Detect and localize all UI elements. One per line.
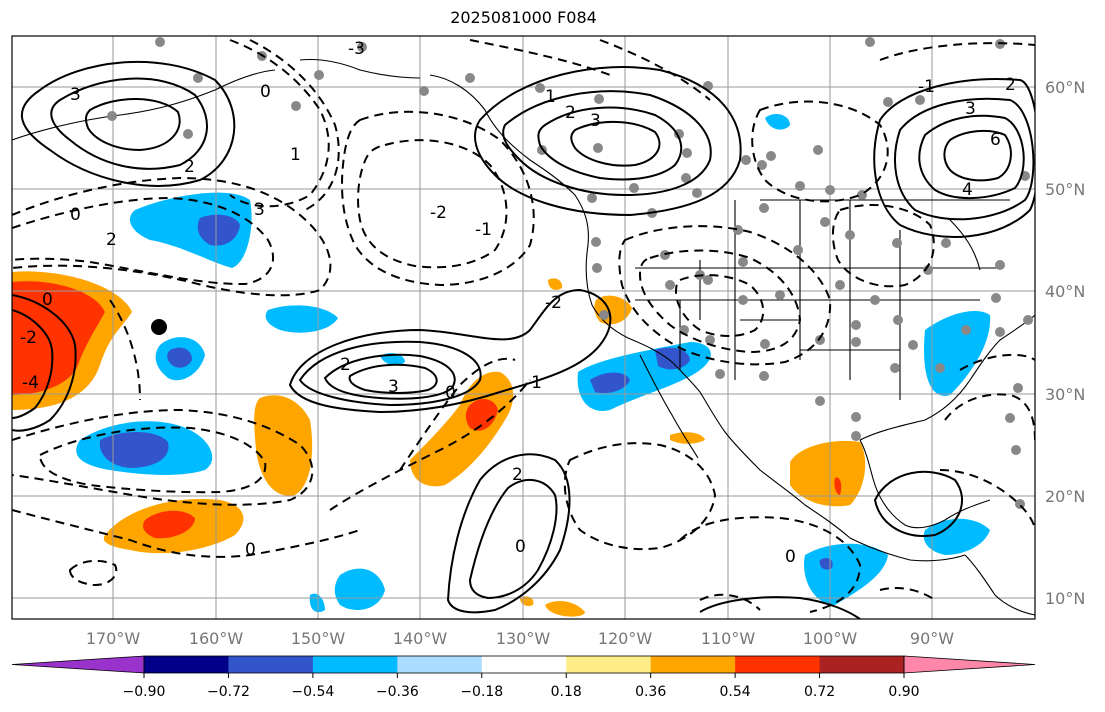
contour-label: -1 <box>525 373 542 393</box>
contour-label: 0 <box>785 547 796 567</box>
station-dots <box>107 37 1033 509</box>
colorbar-tick-label: 0.18 <box>551 684 582 700</box>
contour-labels: 3 2 0 1 3 2 0 -3 -2 -1 2 3 1 6 4 3 2 -1 … <box>20 39 1016 567</box>
contour-label: -2 <box>545 293 562 313</box>
colorbar-extend-low <box>11 655 145 674</box>
contour-label: 0 <box>515 537 526 557</box>
colorbar-segment <box>819 656 905 673</box>
lat-tick-label: 30°N <box>1045 385 1085 404</box>
colorbar-segment <box>312 656 398 673</box>
solid-contours <box>12 60 1035 619</box>
contour-label: 2 <box>340 355 351 375</box>
contour-label: 6 <box>990 130 1001 150</box>
contour-label: 3 <box>965 99 976 119</box>
longitude-axis: 170°W 160°W 150°W 140°W 130°W 120°W 110°… <box>86 629 954 648</box>
colorbar-segment <box>397 656 483 673</box>
contour-label: 0 <box>70 205 81 225</box>
dashed-contours <box>12 39 1035 613</box>
lat-tick-label: 40°N <box>1045 282 1085 301</box>
colorbar-segment <box>735 656 821 673</box>
colorbar-extend-high <box>903 655 1036 674</box>
colorbar-segment <box>481 656 567 673</box>
contour-label: 1 <box>290 145 301 165</box>
contour-label: 0 <box>445 383 456 403</box>
colorbar: −0.90 −0.72 −0.54 −0.36 −0.18 0.18 0.36 0.54 0.7… <box>11 655 1036 700</box>
lon-tick-label: 120°W <box>598 629 653 648</box>
lon-tick-label: 140°W <box>393 629 448 648</box>
latitude-axis: 60°N 50°N 40°N 30°N 20°N 10°N <box>1045 78 1085 608</box>
contour-label: -1 <box>475 220 492 240</box>
contour-label: 2 <box>512 465 523 485</box>
colorbar-outline <box>143 655 905 674</box>
contour-label: 1 <box>545 87 556 107</box>
colorbar-tick-label: 0.36 <box>635 684 666 700</box>
colorbar-tick-label: 0.72 <box>804 684 835 700</box>
contour-label: -4 <box>22 373 39 393</box>
contour-label: 0 <box>260 82 271 102</box>
contour-label: 0 <box>42 290 53 310</box>
colorbar-segment <box>566 656 652 673</box>
map-area: 3 2 0 1 3 2 0 -3 -2 -1 2 3 1 6 4 3 2 -1 … <box>12 36 1035 619</box>
contour-label: 4 <box>962 180 973 200</box>
contour-label: 3 <box>388 377 399 397</box>
colorbar-tick-label: −0.54 <box>291 684 334 700</box>
lat-tick-label: 20°N <box>1045 487 1085 506</box>
coastlines <box>12 58 1035 616</box>
colorbar-tick-label: −0.18 <box>460 684 503 700</box>
lon-tick-label: 150°W <box>291 629 346 648</box>
lon-tick-label: 90°W <box>910 629 954 648</box>
location-marker <box>151 319 167 335</box>
contour-label: -1 <box>918 77 935 97</box>
contour-label: -3 <box>348 39 365 59</box>
lon-tick-label: 130°W <box>496 629 551 648</box>
lon-tick-label: 110°W <box>701 629 756 648</box>
colorbar-tick-label: −0.72 <box>207 684 250 700</box>
contour-label: 2 <box>1005 75 1016 95</box>
contour-label: 3 <box>590 111 601 131</box>
contour-label: 2 <box>184 157 195 177</box>
lon-tick-label: 160°W <box>189 629 244 648</box>
lon-tick-label: 170°W <box>86 629 141 648</box>
lon-tick-label: 100°W <box>803 629 858 648</box>
lat-tick-label: 60°N <box>1045 78 1085 97</box>
colorbar-tick-label: 0.90 <box>888 684 919 700</box>
map-title: 2025081000 F084 <box>450 8 597 27</box>
colorbar-tick-label: −0.36 <box>376 684 419 700</box>
contour-label: -2 <box>430 203 447 223</box>
lat-tick-label: 10°N <box>1045 589 1085 608</box>
colorbar-segment <box>144 656 229 673</box>
colorbar-tick-label: −0.90 <box>123 684 166 700</box>
contour-label: 0 <box>245 540 256 560</box>
map-frame <box>11 35 1036 620</box>
colorbar-tick-label: 0.54 <box>720 684 751 700</box>
colorbar-segment <box>228 656 314 673</box>
contour-label: 3 <box>70 85 81 105</box>
contour-label: 2 <box>565 103 576 123</box>
contour-label: -2 <box>20 328 37 348</box>
lat-tick-label: 50°N <box>1045 180 1085 199</box>
contour-label: 2 <box>106 230 117 250</box>
colorbar-segment <box>650 656 736 673</box>
contour-label: 3 <box>254 200 265 220</box>
